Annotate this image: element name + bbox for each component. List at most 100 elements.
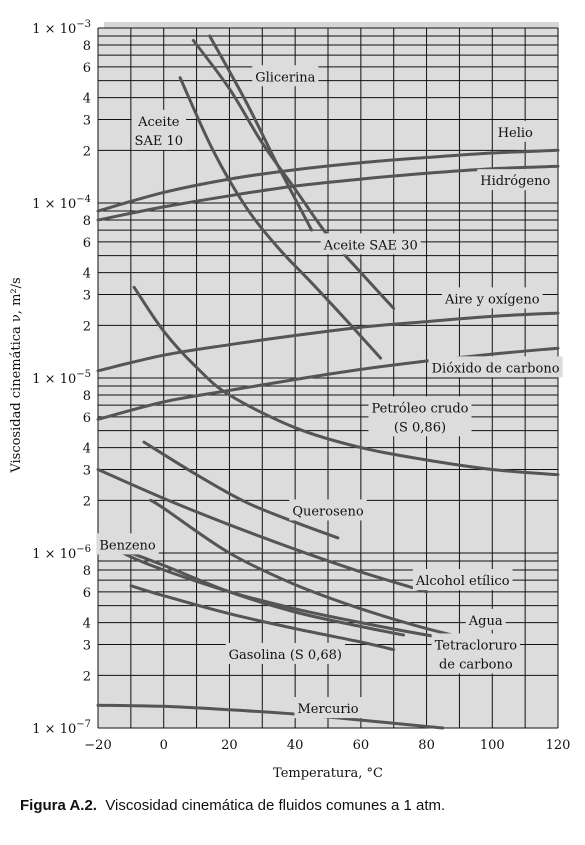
label-background [225, 642, 345, 664]
x-tick-label: 120 [546, 738, 571, 753]
curve-agua [149, 498, 494, 646]
curve-label-text: Alcohol etílico [415, 574, 510, 589]
label-background [494, 120, 536, 142]
curve-label: Agua [465, 608, 506, 630]
horizontal-grid [98, 27, 558, 729]
curve-aceite-sae-10 [178, 76, 383, 360]
curve-label: Mercurio [294, 697, 362, 719]
curve-gasolina-s-0-68 [129, 584, 396, 652]
y-tick-label: 1 × 10−7 [32, 719, 91, 737]
y-tick-label: 4 [83, 92, 91, 107]
label-background [252, 65, 319, 87]
y-tick-label: 2 [83, 669, 91, 684]
y-tick-label: 1 × 10−4 [32, 194, 91, 212]
label-background [428, 356, 563, 378]
curve-tetracloruro-de-carbono [129, 551, 406, 637]
curve-labels: Glicerina Aceite SAE 10 Helio Hidrógeno Aceit… [96, 65, 563, 719]
x-axis-title: Temperatura, °C [273, 766, 383, 781]
curve-label: Petróleo crudo (S 0,86) [368, 396, 472, 437]
curve-label-text: Benzeno [99, 538, 156, 553]
caption-text: Viscosidad cinemática de fluidos comunes… [105, 797, 446, 814]
curve-label-text: Aire y oxígeno [444, 292, 540, 307]
x-tick-label: 80 [418, 738, 435, 753]
x-tick-label: 60 [353, 738, 370, 753]
curve-label-text: (S 0,86) [394, 420, 446, 435]
y-tick-label: 3 [83, 464, 91, 479]
curve-label: Dióxido de carbono [428, 356, 563, 378]
x-tick-label: −20 [84, 738, 111, 753]
label-background [465, 608, 506, 630]
y-tick-label: 4 [83, 617, 91, 632]
curve-label: Aceite SAE 10 [131, 109, 187, 150]
y-tick-label: 4 [83, 442, 91, 457]
y-tick-label: 6 [83, 586, 91, 601]
curve-label-text: Tetracloruro [435, 638, 518, 653]
y-tick-labels: 1 × 10−3 8 6 4 3 2 1 × 10−4 8 6 4 3 2 1 × 10−5 8 6 4 3 2 1… [32, 19, 91, 737]
label-background [477, 169, 554, 191]
curve-label: Glicerina [252, 65, 319, 87]
label-background [289, 499, 367, 521]
x-tick-labels: −20 0 20 40 60 80 100 120 [84, 738, 570, 753]
curve-petroleo-crudo-s-0-86 [132, 285, 560, 477]
y-tick-label: 6 [83, 236, 91, 251]
curve-label-text: Hidrógeno [480, 174, 550, 189]
curve-glicerina [208, 34, 314, 232]
curve-label: Queroseno [289, 499, 367, 521]
curve-dioxido-de-carbono [96, 346, 560, 421]
curves [96, 34, 560, 730]
curve-label: Alcohol etílico [412, 569, 513, 591]
label-background [96, 533, 159, 555]
x-tick-label: 20 [221, 738, 238, 753]
label-background [368, 396, 472, 437]
y-tick-label: 8 [83, 389, 91, 404]
curve-label-text: Dióxido de carbono [432, 361, 560, 376]
curve-label-text: Petróleo crudo [372, 401, 469, 416]
y-tick-label: 3 [83, 114, 91, 129]
curve-aire-y-oxigeno [96, 311, 560, 373]
curve-label-text: Glicerina [255, 70, 315, 85]
curve-alcohol-etilico [96, 468, 429, 594]
viscosity-chart: Glicerina Aceite SAE 10 Helio Hidrógeno Aceit… [9, 19, 570, 781]
curve-label: Aceite SAE 30 [320, 233, 421, 255]
y-tick-label: 3 [83, 639, 91, 654]
figure-caption: Figura A.2. Viscosidad cinemática de flu… [20, 797, 445, 814]
y-tick-label: 2 [83, 319, 91, 334]
curve-label: Benzeno [96, 533, 159, 555]
label-background [131, 109, 187, 150]
y-tick-label: 2 [83, 494, 91, 509]
curve-label: Aire y oxígeno [441, 287, 543, 309]
curve-label-text: Mercurio [297, 702, 358, 717]
y-tick-label: 1 × 10−3 [32, 19, 91, 37]
label-background [441, 287, 543, 309]
y-tick-label: 8 [83, 214, 91, 229]
x-tick-label: 100 [480, 738, 505, 753]
y-tick-label: 8 [83, 39, 91, 54]
x-tick-label: 0 [160, 738, 168, 753]
y-tick-label: 2 [83, 144, 91, 159]
label-background [294, 697, 362, 719]
x-tick-label: 40 [287, 738, 304, 753]
caption-label: Figura A.2. [20, 797, 97, 814]
label-background [412, 569, 513, 591]
y-tick-label: 1 × 10−5 [32, 369, 91, 387]
y-tick-label: 6 [83, 411, 91, 426]
curve-label-text: Queroseno [292, 504, 364, 519]
y-tick-label: 3 [83, 289, 91, 304]
curve-benzeno [96, 537, 494, 646]
curve-label: Tetracloruro de carbono [431, 633, 521, 674]
label-background [320, 233, 421, 255]
curve-label: Hidrógeno [477, 169, 554, 191]
curve-label: Helio [494, 120, 536, 142]
curve-label-text: Helio [498, 126, 533, 141]
curve-helio [96, 148, 560, 213]
curve-label: Gasolina (S 0,68) [225, 642, 345, 664]
y-tick-label: 1 × 10−6 [32, 544, 91, 562]
y-axis-title: Viscosidad cinemática ν, m²/s [9, 277, 24, 473]
y-tick-label: 4 [83, 267, 91, 282]
label-background [431, 633, 521, 674]
curve-hidrogeno [96, 164, 560, 222]
curve-label-text: Aceite [137, 115, 180, 130]
curve-label-text: Agua [468, 614, 503, 629]
y-tick-label: 6 [83, 61, 91, 76]
curve-aceite-sae-30 [191, 38, 396, 310]
